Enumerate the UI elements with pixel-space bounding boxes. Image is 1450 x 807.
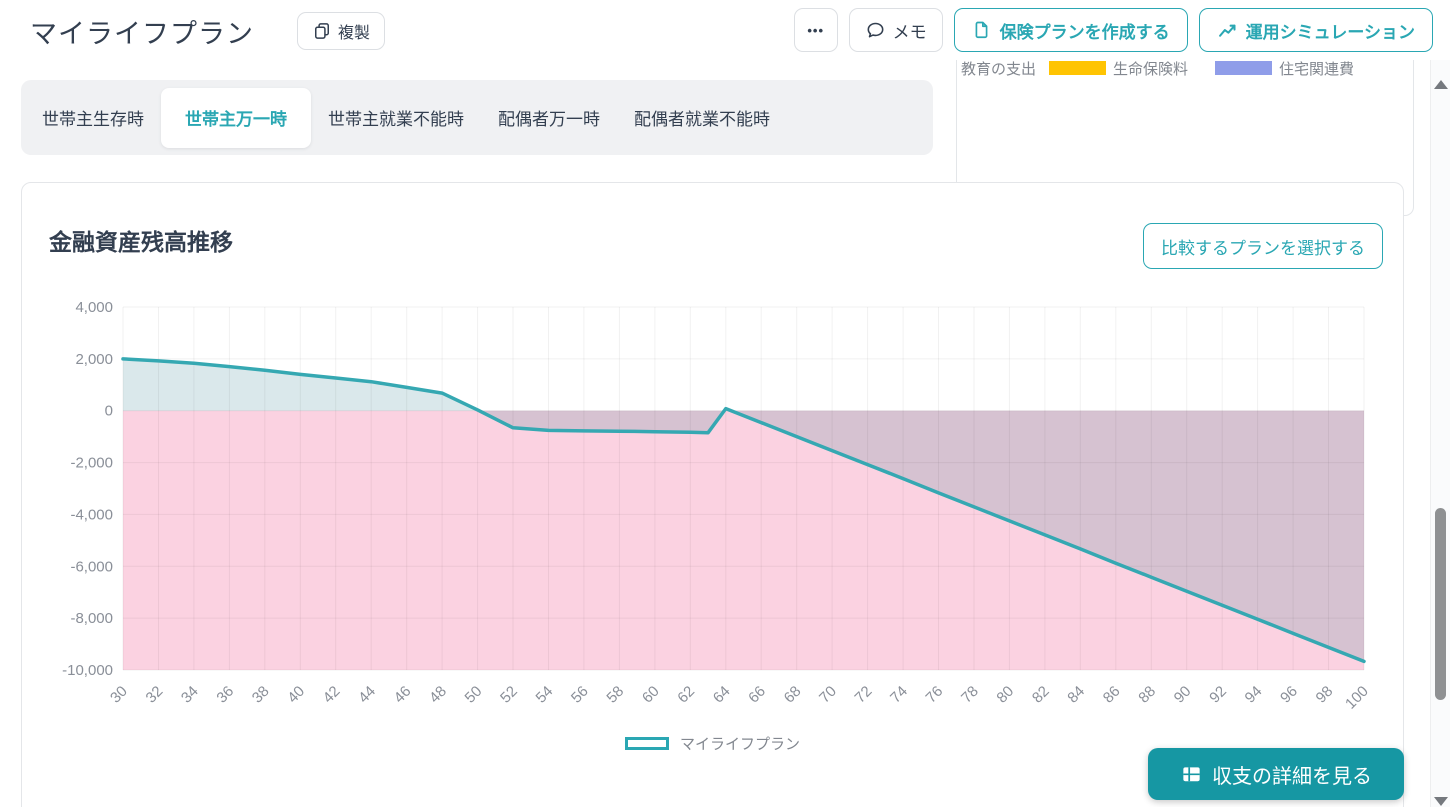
grid	[122, 306, 1365, 671]
svg-text:56: 56	[568, 683, 592, 707]
y-axis-labels: 4,000 2,000 0 -2,000 -4,000 -6,000 -8,000 -10,0…	[62, 299, 113, 679]
svg-text:46: 46	[391, 683, 415, 707]
svg-text:-6,000: -6,000	[70, 558, 113, 575]
tab-5[interactable]: 配偶者就業不能時	[634, 110, 770, 129]
legend-color-swatch	[1215, 61, 1273, 75]
trend-chart-icon	[1217, 20, 1238, 41]
svg-text:96: 96	[1277, 683, 1301, 707]
scenario-tab-bar: 世帯主生存時 世帯主万一時 世帯主就業不能時 配偶者万一時 配偶者就業不能時	[21, 80, 933, 155]
header-actions: ••• メモ 保険プランを作成する	[793, 8, 1433, 52]
speech-bubble-icon	[865, 20, 886, 41]
duplicate-button[interactable]: 複製	[297, 12, 386, 50]
chart-title: 金融資産残高推移	[49, 229, 233, 255]
tab-3[interactable]: 世帯主就業不能時	[328, 110, 464, 129]
svg-text:-8,000: -8,000	[70, 610, 113, 627]
svg-text:74: 74	[887, 683, 911, 707]
svg-text:68: 68	[781, 683, 805, 707]
legend-label: マイライフプラン	[679, 736, 800, 753]
svg-text:90: 90	[1171, 683, 1195, 707]
tab-4[interactable]: 配偶者万一時	[498, 110, 600, 129]
svg-text:54: 54	[533, 683, 557, 707]
svg-text:62: 62	[674, 683, 698, 707]
svg-text:76: 76	[923, 683, 947, 707]
legend-swatch	[624, 737, 669, 750]
svg-text:2,000: 2,000	[75, 351, 113, 368]
series-line	[121, 357, 1366, 664]
create-insurance-plan-button[interactable]: 保険プランを作成する	[953, 8, 1188, 52]
duplicate-label: 複製	[338, 25, 371, 42]
svg-text:50: 50	[462, 683, 486, 707]
legend-item-label: 住宅関連費	[1279, 60, 1355, 78]
svg-text:70: 70	[816, 683, 840, 707]
create-insurance-plan-label: 保険プランを作成する	[999, 22, 1170, 42]
svg-text:52: 52	[497, 683, 521, 707]
balance-detail-label: 収支の詳細を見る	[1212, 765, 1372, 788]
svg-text:-4,000: -4,000	[70, 506, 113, 523]
svg-text:78: 78	[958, 683, 982, 707]
scrollbar-thumb[interactable]	[1435, 508, 1446, 700]
page-title: マイライフプラン	[30, 19, 254, 49]
svg-text:64: 64	[710, 683, 734, 707]
svg-text:34: 34	[178, 683, 202, 707]
compare-plan-button[interactable]: 比較するプランを選択する	[1143, 223, 1383, 269]
series-area	[123, 358, 1364, 662]
svg-text:38: 38	[249, 683, 273, 707]
legend-item-label: 教育の支出	[961, 60, 1037, 78]
page-header: マイライフプラン 複製 ••• メモ	[0, 0, 1450, 60]
simulation-button[interactable]: 運用シミュレーション	[1198, 8, 1433, 52]
svg-text:58: 58	[603, 683, 627, 707]
x-axis-labels: 30 32 34 36 38 40 42 44 46 48 50 52 54 56 58 60 62 64 66 68…	[107, 683, 1372, 713]
asset-balance-card: 金融資産残高推移 比較するプランを選択する 4,000 2,000 0 -2,000 -…	[21, 182, 1404, 807]
chart-legend: マイライフプラン	[22, 733, 1403, 754]
document-icon	[972, 20, 992, 40]
expense-legend-row: 教育の支出 生命保険料 住宅関連費	[961, 60, 1354, 78]
more-button[interactable]: •••	[793, 8, 838, 52]
svg-text:94: 94	[1242, 683, 1266, 707]
svg-text:66: 66	[745, 683, 769, 707]
legend-color-swatch	[1049, 61, 1107, 75]
tab-2[interactable]: 世帯主万一時	[161, 87, 311, 148]
negative-zone	[123, 410, 1364, 670]
svg-text:42: 42	[320, 683, 344, 707]
svg-text:88: 88	[1135, 683, 1159, 707]
balance-detail-button[interactable]: 収支の詳細を見る	[1148, 748, 1404, 800]
memo-label: メモ	[892, 22, 927, 42]
svg-text:0: 0	[105, 403, 113, 420]
legend-item-label: 生命保険料	[1113, 60, 1189, 78]
scrollbar-down-arrow[interactable]	[1434, 797, 1448, 806]
svg-text:84: 84	[1064, 683, 1088, 707]
svg-text:40: 40	[284, 683, 308, 707]
svg-text:48: 48	[426, 683, 450, 707]
svg-text:4,000: 4,000	[75, 299, 113, 316]
table-grid-icon	[1180, 763, 1203, 786]
svg-text:32: 32	[143, 683, 167, 707]
svg-text:100: 100	[1342, 683, 1372, 713]
svg-text:80: 80	[993, 683, 1017, 707]
svg-text:-10,000: -10,000	[62, 662, 113, 679]
copy-icon	[312, 21, 332, 41]
simulation-label: 運用シミュレーション	[1245, 22, 1415, 42]
svg-text:72: 72	[852, 683, 876, 707]
svg-text:60: 60	[639, 683, 663, 707]
scrollbar-up-arrow[interactable]	[1434, 80, 1448, 89]
tab-1[interactable]: 世帯主生存時	[42, 110, 144, 129]
memo-button[interactable]: メモ	[848, 8, 943, 52]
asset-balance-chart: 4,000 2,000 0 -2,000 -4,000 -6,000 -8,000 -10,0…	[62, 299, 1372, 713]
svg-text:-2,000: -2,000	[70, 455, 113, 472]
scroll-area: 世帯主生存時 世帯主万一時 世帯主就業不能時 配偶者万一時 配偶者就業不能時 教育の支出…	[0, 60, 1450, 807]
svg-text:98: 98	[1313, 683, 1337, 707]
svg-text:36: 36	[213, 683, 237, 707]
svg-text:92: 92	[1206, 683, 1230, 707]
svg-text:82: 82	[1029, 683, 1053, 707]
svg-text:86: 86	[1100, 683, 1124, 707]
vertical-scrollbar[interactable]	[1430, 60, 1450, 807]
svg-text:44: 44	[355, 683, 379, 707]
svg-text:30: 30	[107, 683, 131, 707]
